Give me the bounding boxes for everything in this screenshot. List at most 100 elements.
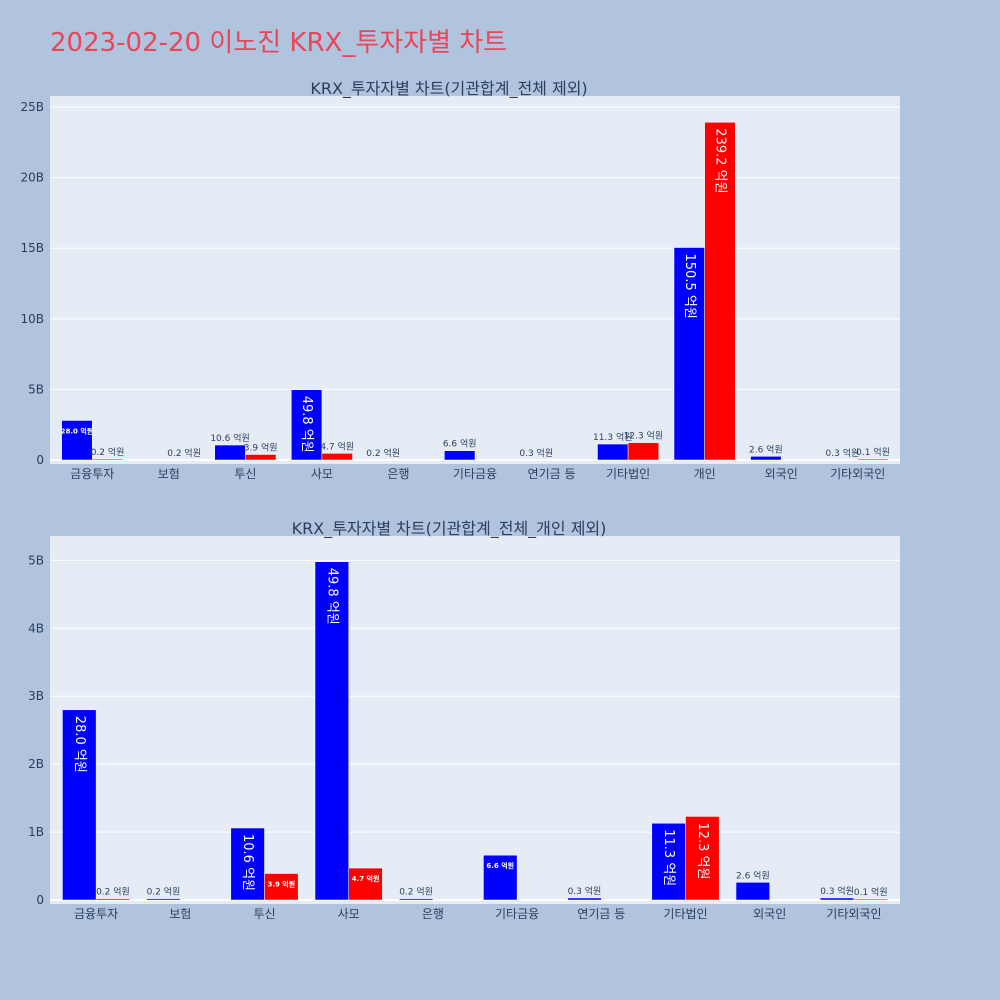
data-label: 0.2 억원 [399, 886, 433, 898]
x-tick-label: 투신 [234, 467, 256, 481]
x-tick-label: 기타금융 [495, 907, 539, 921]
page-title: 2023-02-20 이노진 KRX_투자자별 차트 [50, 28, 508, 58]
data-label: 6.6 억원 [486, 861, 514, 870]
x-tick-label: 기타법인 [606, 467, 650, 481]
data-label: 0.2 억원 [366, 447, 400, 459]
data-label: 2.6 억원 [736, 869, 770, 881]
x-tick-label: 금융투자 [70, 467, 114, 481]
y-tick-label: 20B [20, 171, 44, 185]
x-tick-label: 사모 [338, 907, 360, 921]
bar [264, 873, 299, 901]
data-label: 11.3 억원 [661, 829, 676, 886]
data-label: 0.3 억원 [826, 447, 860, 459]
chart-title: KRX_투자자별 차트(기관합계_전체 제외) [310, 79, 587, 99]
y-tick-label: 4B [28, 621, 44, 635]
y-tick-label: 3B [28, 689, 44, 703]
bar [230, 827, 265, 901]
y-tick-label: 10B [20, 312, 44, 326]
y-tick-label: 25B [20, 100, 44, 114]
bar [685, 816, 720, 901]
data-label: 11.3 억원 [593, 431, 632, 443]
bar [291, 389, 323, 461]
data-label: 150.5 억원 [682, 254, 697, 319]
data-label: 49.8 억원 [324, 568, 339, 625]
bar [597, 443, 629, 461]
data-label: 28.0 억원 [72, 716, 87, 773]
y-tick-label: 15B [20, 241, 44, 255]
data-label: 0.1 억원 [854, 886, 888, 898]
data-label: 0.2 억원 [147, 886, 181, 898]
bar [214, 444, 246, 461]
x-tick-label: 사모 [311, 467, 333, 481]
x-tick-label: 보험 [169, 907, 191, 921]
x-tick-label: 외국인 [753, 907, 786, 921]
data-label: 12.3 억원 [624, 430, 663, 442]
x-tick-label: 기타금융 [453, 467, 497, 481]
data-label: 0.2 억원 [91, 446, 125, 458]
data-label: 0.3 억원 [568, 885, 602, 897]
x-tick-label: 외국인 [765, 467, 798, 481]
data-label: 10.6 억원 [210, 432, 249, 444]
bar [321, 453, 353, 461]
data-label: 0.2 억원 [96, 886, 130, 898]
data-label: 28.0 억원 [61, 426, 94, 435]
x-tick-label: 개인 [694, 467, 716, 481]
bar [673, 247, 705, 461]
data-label: 2.6 억원 [749, 443, 783, 455]
bar [567, 897, 602, 901]
data-label: 12.3 억원 [695, 822, 710, 879]
y-tick-label: 5B [28, 553, 44, 567]
bar [483, 854, 518, 901]
data-label: 239.2 억원 [712, 128, 727, 193]
y-tick-label: 1B [28, 825, 44, 839]
y-tick-label: 5B [28, 382, 44, 396]
data-label: 4.7 억원 [320, 440, 354, 452]
bar [245, 454, 277, 461]
data-label: 0.2 억원 [167, 447, 201, 459]
bar [735, 882, 770, 901]
bar [61, 420, 93, 461]
data-label: 10.6 억원 [240, 834, 255, 891]
x-tick-label: 투신 [253, 907, 275, 921]
x-tick-label: 보험 [158, 467, 180, 481]
y-tick-label: 0 [36, 893, 44, 907]
data-label: 0.1 억원 [856, 446, 890, 458]
plot-area [50, 96, 900, 464]
data-label: 0.3 억원 [519, 447, 553, 459]
bar [444, 450, 476, 461]
bar [314, 561, 349, 901]
bar [704, 122, 736, 461]
data-label: 4.7 억원 [352, 874, 380, 883]
data-label: 6.6 억원 [443, 438, 477, 450]
bar [92, 458, 124, 461]
x-tick-label: 기타외국인 [826, 907, 881, 921]
bar [853, 898, 888, 901]
x-tick-label: 기타법인 [663, 907, 707, 921]
bar [857, 458, 889, 461]
x-tick-label: 기타외국인 [830, 467, 885, 481]
x-tick-label: 연기금 등 [577, 907, 625, 921]
x-tick-label: 은행 [387, 466, 409, 481]
y-tick-label: 2B [28, 757, 44, 771]
chart-title: KRX_투자자별 차트(기관합계_전체_개인 제외) [292, 519, 607, 539]
bar [146, 898, 181, 901]
bar [398, 898, 434, 901]
data-label: 49.8 억원 [299, 396, 314, 453]
plot-area [50, 536, 900, 904]
chart-1: KRX_투자자별 차트(기관합계_전체 제외) 0 5B 10B 15B 20B 25B 금융… [20, 79, 900, 481]
bar [819, 897, 855, 901]
data-label: 3.9 억원 [244, 441, 278, 453]
bar [95, 898, 131, 901]
bar [627, 442, 659, 461]
x-tick-label: 금융투자 [74, 907, 118, 921]
data-label: 3.9 억원 [267, 880, 295, 889]
bar [651, 822, 686, 901]
bar [750, 456, 782, 461]
bar [62, 709, 97, 901]
bar [348, 867, 383, 901]
x-tick-label: 은행 [422, 906, 444, 921]
y-tick-label: 0 [36, 453, 44, 467]
data-label: 0.3 억원 [820, 885, 854, 897]
x-tick-label: 연기금 등 [528, 467, 576, 481]
